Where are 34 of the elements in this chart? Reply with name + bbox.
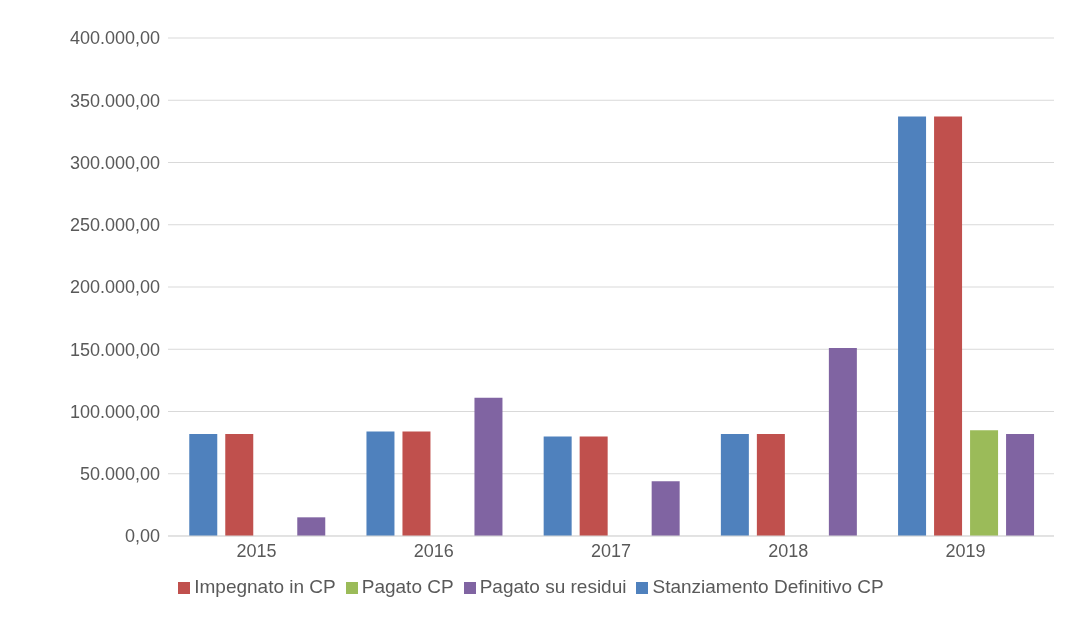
y-tick-label: 400.000,00 (69, 28, 160, 49)
y-tick-label: 200.000,00 (69, 277, 160, 298)
y-tick-label: 0,00 (124, 526, 160, 547)
bar (1006, 433, 1035, 536)
y-tick-label: 350.000,00 (69, 90, 160, 111)
bar (934, 116, 963, 536)
legend-label: Stanziamento Definitivo CP (652, 576, 884, 597)
y-tick-label: 100.000,00 (69, 401, 160, 422)
bar (543, 436, 572, 536)
bar (651, 481, 680, 536)
x-tick-label: 2016 (413, 540, 454, 561)
y-tick-label: 250.000,00 (69, 215, 160, 236)
bar (720, 433, 749, 536)
bar (297, 517, 326, 536)
bar (402, 431, 431, 536)
bar (828, 348, 857, 536)
y-tick-label: 150.000,00 (69, 339, 160, 360)
x-tick-label: 2017 (590, 540, 632, 561)
bar (579, 436, 608, 536)
x-tick-label: 2019 (945, 540, 986, 561)
bar (189, 433, 218, 536)
legend-label: Pagato su residui (479, 576, 627, 597)
y-tick-label: 50.000,00 (79, 464, 160, 485)
bar (366, 431, 395, 536)
bar (225, 433, 254, 536)
x-tick-label: 2018 (768, 540, 809, 561)
bar (474, 397, 503, 536)
legend-label: Pagato CP (361, 576, 454, 597)
bar (898, 116, 927, 536)
legend-label: Impegnato in CP (194, 576, 336, 597)
bar (756, 433, 785, 536)
bar (970, 430, 999, 536)
y-tick-label: 300.000,00 (69, 152, 160, 173)
x-tick-label: 2015 (236, 540, 277, 561)
